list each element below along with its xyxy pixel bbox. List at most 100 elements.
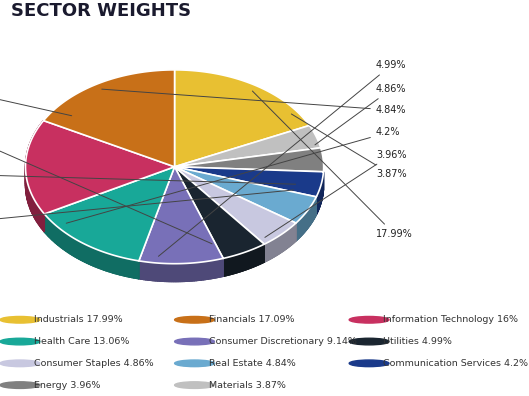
Polygon shape [152, 263, 154, 281]
Polygon shape [65, 232, 67, 251]
Polygon shape [193, 263, 194, 281]
Polygon shape [111, 254, 113, 273]
Polygon shape [40, 209, 41, 228]
Polygon shape [163, 263, 165, 282]
Polygon shape [175, 167, 323, 197]
Text: Health Care 13.06%: Health Care 13.06% [34, 337, 130, 346]
Polygon shape [295, 223, 296, 242]
Polygon shape [232, 256, 233, 274]
Polygon shape [286, 230, 287, 249]
Polygon shape [31, 194, 32, 213]
Polygon shape [145, 262, 148, 280]
Text: SECTOR WEIGHTS: SECTOR WEIGHTS [11, 2, 191, 20]
Polygon shape [218, 259, 220, 277]
Polygon shape [102, 251, 104, 270]
Text: 4.86%: 4.86% [315, 84, 406, 145]
Polygon shape [208, 261, 210, 279]
Circle shape [349, 316, 389, 323]
Polygon shape [79, 241, 81, 260]
Polygon shape [30, 141, 31, 161]
Polygon shape [172, 264, 174, 282]
Polygon shape [70, 236, 72, 255]
Text: 4.84%: 4.84% [102, 89, 406, 115]
Polygon shape [85, 244, 87, 263]
Polygon shape [261, 245, 262, 263]
Polygon shape [292, 226, 293, 244]
Polygon shape [175, 70, 309, 167]
Polygon shape [32, 137, 33, 157]
Polygon shape [45, 215, 47, 235]
Polygon shape [29, 145, 30, 164]
Polygon shape [246, 251, 247, 270]
Polygon shape [39, 124, 41, 144]
Polygon shape [263, 244, 264, 263]
Polygon shape [229, 257, 230, 275]
Polygon shape [158, 263, 160, 281]
Polygon shape [129, 259, 132, 278]
Polygon shape [260, 246, 261, 264]
Text: Consumer Discretionary 9.14%: Consumer Discretionary 9.14% [208, 337, 357, 346]
Polygon shape [170, 264, 172, 282]
Polygon shape [236, 255, 238, 273]
Polygon shape [175, 167, 316, 223]
Polygon shape [212, 261, 213, 278]
Polygon shape [93, 248, 95, 267]
Text: Energy 3.96%: Energy 3.96% [34, 381, 101, 390]
Polygon shape [154, 263, 156, 281]
Polygon shape [249, 250, 250, 268]
Polygon shape [68, 235, 70, 254]
Polygon shape [231, 256, 232, 274]
Polygon shape [201, 262, 203, 280]
Polygon shape [31, 139, 32, 159]
Polygon shape [296, 197, 316, 241]
Polygon shape [41, 210, 43, 230]
Polygon shape [167, 264, 168, 282]
Polygon shape [50, 219, 51, 239]
Polygon shape [283, 233, 284, 251]
Polygon shape [196, 263, 198, 280]
Polygon shape [81, 242, 83, 261]
Polygon shape [242, 253, 243, 271]
Polygon shape [168, 264, 170, 282]
Circle shape [175, 382, 214, 388]
Polygon shape [255, 248, 256, 266]
Polygon shape [282, 233, 283, 251]
Polygon shape [141, 261, 142, 279]
Polygon shape [215, 260, 216, 278]
Polygon shape [223, 258, 224, 276]
Polygon shape [38, 205, 39, 225]
Polygon shape [189, 263, 191, 281]
Polygon shape [252, 249, 253, 267]
Polygon shape [265, 244, 266, 262]
Polygon shape [213, 260, 215, 278]
Polygon shape [264, 223, 296, 262]
Text: 13.06%: 13.06% [0, 124, 212, 244]
Polygon shape [271, 240, 272, 258]
Polygon shape [177, 264, 179, 282]
Polygon shape [243, 253, 244, 270]
Polygon shape [258, 247, 259, 265]
Circle shape [0, 382, 40, 388]
Polygon shape [139, 167, 223, 264]
Text: Industrials 17.99%: Industrials 17.99% [34, 315, 123, 324]
Polygon shape [34, 200, 35, 219]
Polygon shape [224, 258, 225, 276]
Polygon shape [281, 234, 282, 252]
Text: 9.14%: 9.14% [0, 84, 72, 116]
Polygon shape [240, 253, 241, 272]
Polygon shape [276, 237, 277, 255]
Text: 3.96%: 3.96% [265, 150, 406, 237]
Polygon shape [124, 258, 127, 276]
Polygon shape [83, 243, 85, 262]
Polygon shape [233, 256, 234, 274]
Polygon shape [223, 244, 264, 276]
Polygon shape [58, 227, 60, 247]
Text: 4.99%: 4.99% [158, 61, 406, 256]
Polygon shape [254, 248, 255, 267]
Polygon shape [186, 263, 187, 281]
Polygon shape [37, 203, 38, 223]
Polygon shape [43, 212, 44, 232]
Polygon shape [106, 253, 108, 272]
Text: 16.0%: 16.0% [0, 169, 296, 184]
Polygon shape [244, 252, 245, 270]
